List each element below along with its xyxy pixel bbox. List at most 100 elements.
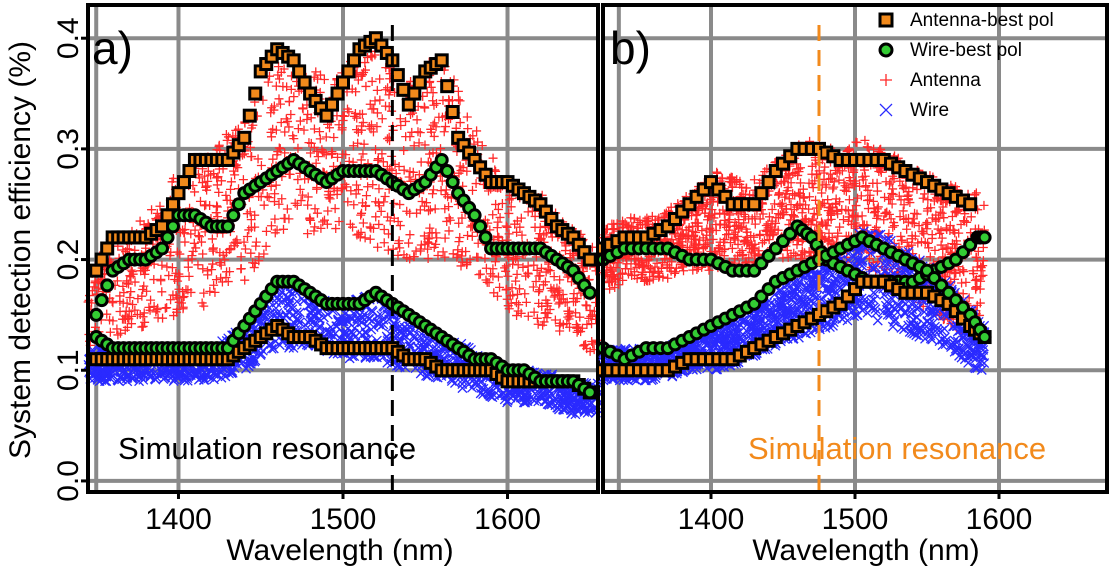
antenna-point [378,157,388,167]
antenna-point [361,191,371,201]
antenna-point [456,261,466,271]
antenna-point [303,229,313,239]
antenna-point [284,122,294,132]
antenna-point [507,283,517,293]
antenna-point [274,94,284,104]
y-axis-label: System detection efficiency (%) [4,41,37,459]
square-marker [412,75,427,90]
antenna-point [480,253,490,263]
antenna-point [200,171,210,181]
antenna-point [346,186,356,196]
circle-marker [434,152,449,167]
square-marker [346,53,361,68]
antenna-point [249,263,259,273]
antenna-point [424,233,434,243]
antenna-point [259,249,269,259]
antenna-point [356,210,366,220]
antenna-point [133,294,143,304]
antenna-point [575,312,585,322]
antenna-point [420,140,430,150]
antenna-point [515,284,525,294]
antenna-point [379,197,389,207]
antenna-point [430,118,440,128]
antenna-point [118,245,128,255]
square-marker [237,130,252,145]
antenna-point [315,127,325,137]
antenna-point [488,153,498,163]
antenna-point [361,81,371,91]
antenna-point [375,74,385,84]
antenna-point [405,230,415,240]
antenna-point [532,313,542,323]
antenna-point [486,269,496,279]
annotation-a: Simulation resonance [118,431,416,466]
antenna-point [236,252,246,262]
x-tick-label: 1400 [145,503,212,536]
antenna-point [120,325,130,335]
antenna-point [309,226,319,236]
antenna-point [405,254,415,264]
antenna-point [360,58,370,68]
antenna-point [321,132,331,142]
antenna-point [409,141,419,151]
circle-marker [89,307,104,322]
antenna-point [144,302,154,312]
antenna-point [520,289,530,299]
antenna-point [240,275,250,285]
antenna-point [311,158,321,168]
square-marker [297,75,312,90]
circle-marker [440,164,455,179]
antenna-point [190,225,200,235]
antenna-point [286,109,296,119]
antenna-point [565,311,575,321]
antenna-point [501,221,511,231]
antenna-point [126,287,136,297]
circle-marker [94,293,109,308]
antenna-point [295,184,305,194]
x-axis-label-a: Wavelength (nm) [226,534,453,567]
antenna-point [506,202,516,212]
square-marker [100,241,115,256]
antenna-point [205,286,215,296]
antenna-point [198,264,208,274]
circle-marker [166,219,180,234]
antenna-point [393,238,403,248]
antenna-point [226,184,236,194]
antenna-point [276,118,286,128]
circle-marker [160,230,175,245]
antenna-point [175,249,185,259]
antenna-point [108,298,118,308]
antenna-point [296,196,306,206]
antenna-point [289,92,299,102]
antenna-point [501,261,511,271]
circle-marker [473,219,488,234]
antenna-point [420,201,430,211]
square-marker [166,197,180,212]
antenna-point [538,280,548,290]
y-tick-label: 0.0 [52,460,85,502]
antenna-point [554,299,564,309]
antenna-point [440,204,450,214]
antenna-point [178,304,188,314]
antenna-point [381,85,391,95]
antenna-point [319,215,329,225]
square-marker [445,104,460,119]
antenna-point [316,223,326,233]
antenna-point [441,185,451,195]
antenna-point [431,239,441,249]
antenna-point [555,275,565,285]
antenna-point [333,152,343,162]
square-marker [434,53,449,68]
antenna-point [582,301,592,311]
square-marker [325,97,340,112]
antenna-point [436,186,446,196]
antenna-point [401,116,411,126]
antenna-point [277,194,287,204]
antenna-point [212,202,222,212]
antenna-point [454,237,464,247]
antenna-point [177,298,187,308]
antenna-point [363,182,373,192]
antenna-point [153,313,163,323]
antenna-point [457,213,467,223]
